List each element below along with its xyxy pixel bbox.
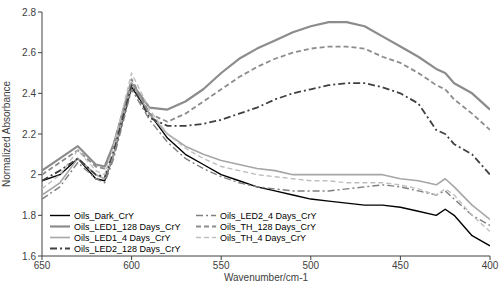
legend-label: Oils_LED1_128 Days_CrY	[74, 222, 181, 232]
series-line	[42, 83, 490, 181]
series-line	[42, 83, 490, 219]
y-tick	[38, 52, 42, 53]
legend-swatch	[50, 248, 70, 250]
legend-label: Oils_Dark_CrY	[74, 211, 134, 221]
legend-label: Oils_TH_4 Days_CrY	[220, 233, 306, 243]
legend-swatch	[196, 237, 216, 238]
legend-swatch	[50, 237, 70, 239]
y-tick	[38, 93, 42, 94]
x-tick-label: 400	[482, 260, 499, 271]
legend-label: Oils_TH_128 Days_CrY	[220, 222, 316, 232]
chart: 1.61.822.22.42.62.8650600550500450400Wav…	[0, 0, 500, 284]
y-tick	[38, 12, 42, 13]
y-tick	[38, 134, 42, 135]
y-tick-label: 1.8	[22, 210, 36, 221]
y-tick-label: 2.2	[22, 129, 36, 140]
series-line	[42, 47, 490, 175]
x-tick-label: 650	[34, 260, 51, 271]
legend-swatch	[196, 226, 216, 228]
x-tick-label: 450	[392, 260, 409, 271]
legend-swatch	[196, 215, 216, 216]
legend-label: Oils_LED2_128 Days_CrY	[74, 244, 181, 254]
x-axis-line	[42, 256, 490, 257]
plot-lines	[42, 22, 490, 246]
series-line	[42, 73, 490, 232]
legend: Oils_Dark_CrYOils_LED1_128 Days_CrYOils_…	[50, 211, 317, 254]
series-line	[42, 22, 490, 170]
y-tick-label: 2.4	[22, 88, 36, 99]
legend-swatch	[50, 225, 70, 227]
y-tick	[38, 174, 42, 175]
y-tick	[38, 256, 42, 257]
legend-label: Oils_LED2_4 Days_CrY	[220, 211, 317, 221]
y-tick-label: 2	[30, 169, 36, 180]
x-tick-label: 500	[302, 260, 319, 271]
legend-label: Oils_LED1_4 Days_CrY	[74, 233, 171, 243]
legend-swatch	[50, 215, 70, 216]
y-tick	[38, 215, 42, 216]
y-tick-label: 2.8	[22, 7, 36, 18]
y-axis-title: Normalized Absorbance	[1, 80, 12, 187]
x-tick-label: 550	[213, 260, 230, 271]
y-tick-label: 2.6	[22, 47, 36, 58]
x-tick-label: 600	[123, 260, 140, 271]
x-axis-title: Wavenumber/cm-1	[224, 272, 309, 283]
